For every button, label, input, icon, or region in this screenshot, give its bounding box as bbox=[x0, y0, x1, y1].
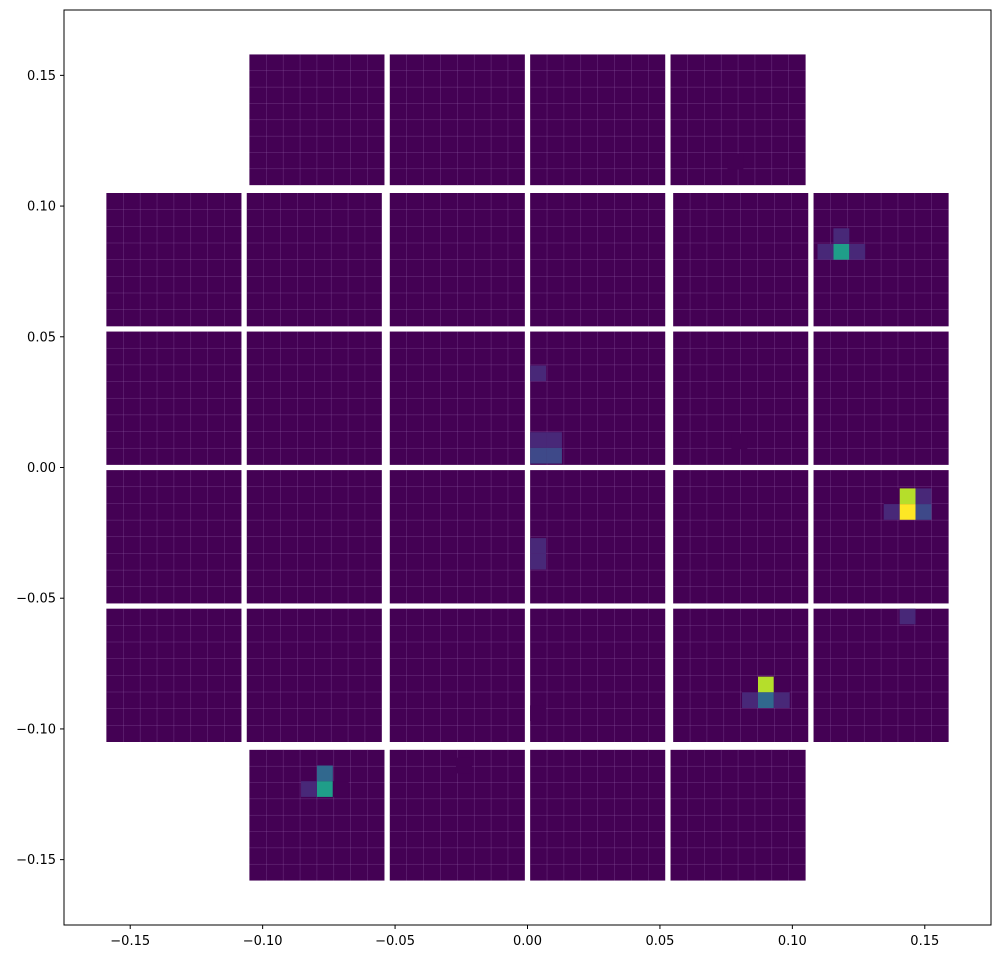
hot-pixel bbox=[332, 781, 349, 797]
sensor-module bbox=[249, 54, 385, 186]
sensor-module bbox=[246, 193, 382, 327]
sensor-module bbox=[246, 470, 382, 604]
sensor-module bbox=[249, 749, 385, 881]
hot-pixel bbox=[301, 781, 317, 797]
sensor-module bbox=[530, 470, 666, 604]
hot-pixel bbox=[833, 228, 850, 244]
hot-pixel bbox=[742, 692, 758, 709]
sensor-module bbox=[389, 331, 525, 465]
x-tick-label: 0.05 bbox=[645, 934, 674, 949]
sensor-module bbox=[813, 331, 949, 465]
y-tick-label: −0.05 bbox=[16, 592, 56, 607]
sensor-module bbox=[673, 470, 809, 604]
sensor-module bbox=[530, 749, 666, 881]
hot-pixel bbox=[757, 676, 774, 693]
sensor-module bbox=[389, 193, 525, 327]
hot-pixel bbox=[530, 365, 547, 382]
y-tick-label: 0.10 bbox=[27, 200, 56, 215]
sensor-module bbox=[673, 331, 809, 465]
sensor-module bbox=[246, 331, 382, 465]
sensor-module bbox=[670, 749, 806, 881]
hot-pixel bbox=[455, 757, 472, 774]
hot-pixel bbox=[899, 488, 916, 505]
sensor-module bbox=[106, 193, 242, 327]
x-tick-label: −0.10 bbox=[243, 934, 283, 949]
y-tick-label: −0.10 bbox=[16, 722, 56, 737]
hot-pixels-layer bbox=[301, 153, 932, 797]
hot-pixel bbox=[742, 676, 758, 693]
x-tick-label: −0.05 bbox=[375, 934, 415, 949]
sensor-module bbox=[389, 608, 525, 742]
y-tick-label: 0.15 bbox=[27, 69, 56, 84]
hot-pixel bbox=[773, 692, 790, 709]
hot-pixel bbox=[530, 553, 547, 570]
plot-frame bbox=[63, 9, 992, 926]
hot-pixel bbox=[773, 676, 790, 693]
hot-pixel bbox=[316, 781, 333, 797]
sensor-module bbox=[673, 608, 809, 742]
modules-layer bbox=[106, 54, 949, 881]
hot-pixel bbox=[530, 447, 547, 464]
hot-pixel bbox=[727, 153, 744, 170]
x-tick-label: −0.15 bbox=[110, 934, 150, 949]
hot-pixel bbox=[530, 538, 547, 554]
hot-pixel bbox=[731, 433, 748, 450]
hot-pixel bbox=[899, 504, 916, 520]
hot-pixel bbox=[757, 692, 774, 709]
sensor-module bbox=[530, 193, 666, 327]
hot-pixel bbox=[899, 608, 916, 625]
hot-pixel bbox=[530, 432, 547, 448]
sensor-module bbox=[530, 54, 666, 186]
sensor-module bbox=[813, 193, 949, 327]
hot-pixel bbox=[849, 243, 866, 260]
sensor-module bbox=[813, 608, 949, 742]
hot-pixel bbox=[546, 432, 562, 448]
hot-pixel bbox=[316, 765, 333, 782]
sensor-module bbox=[106, 331, 242, 465]
y-tick-label: −0.15 bbox=[16, 853, 56, 868]
hot-pixel bbox=[817, 243, 834, 260]
y-tick-label: 0.00 bbox=[27, 461, 56, 476]
hot-pixel bbox=[883, 488, 900, 505]
sensor-module bbox=[389, 54, 525, 186]
sensor-module bbox=[106, 470, 242, 604]
hot-pixel bbox=[546, 447, 562, 464]
hot-pixel bbox=[915, 488, 932, 505]
hot-pixel bbox=[883, 504, 900, 520]
hot-pixel bbox=[915, 504, 932, 520]
sensor-module bbox=[530, 608, 666, 742]
x-tick-label: 0.00 bbox=[513, 934, 542, 949]
sensor-module bbox=[389, 470, 525, 604]
sensor-module bbox=[106, 608, 242, 742]
hot-pixel bbox=[833, 243, 850, 260]
x-axis: −0.15 −0.10 −0.05 0.00 0.05 0.10 0.15 bbox=[110, 925, 939, 949]
hot-pixel bbox=[530, 705, 547, 722]
y-tick-label: 0.05 bbox=[27, 330, 56, 345]
sensor-module bbox=[246, 608, 382, 742]
y-axis: −0.15 −0.10 −0.05 0.00 0.05 0.10 0.15 bbox=[16, 69, 64, 868]
x-tick-label: 0.10 bbox=[778, 934, 807, 949]
x-tick-label: 0.15 bbox=[910, 934, 939, 949]
sensor-module bbox=[673, 193, 809, 327]
